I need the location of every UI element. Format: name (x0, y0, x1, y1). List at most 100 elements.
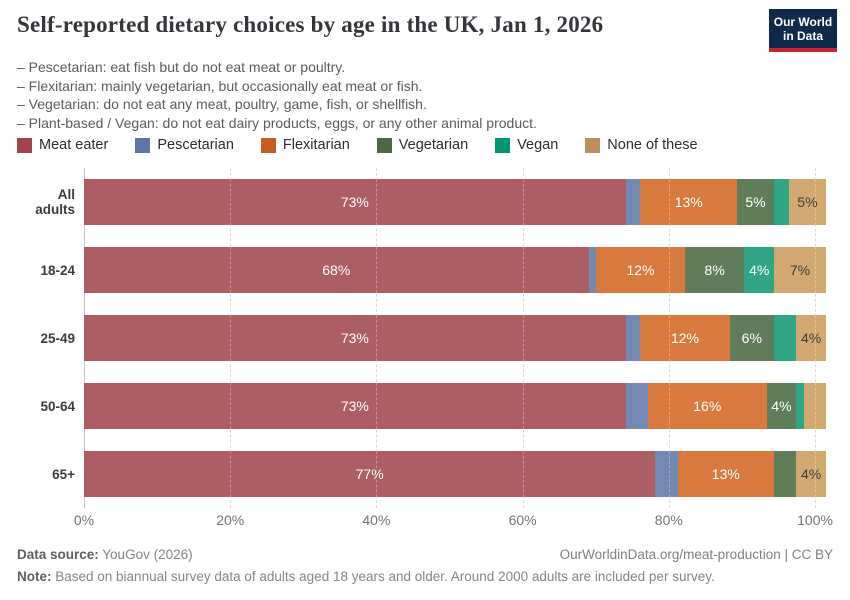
bar-segment[interactable]: 12% (640, 315, 730, 361)
bar-value-label: 77% (355, 466, 384, 482)
legend-label: Flexitarian (282, 137, 350, 153)
bar-value-label: 7% (789, 262, 811, 278)
attribution-link[interactable]: OurWorldinData.org/meat-production | CC … (559, 547, 833, 562)
subtitle-line: – Flexitarian: mainly vegetarian, but oc… (17, 77, 423, 94)
x-tick-label: 0% (73, 512, 95, 528)
subtitle-line: – Plant-based / Vegan: do not eat dairy … (17, 114, 537, 131)
bar-segment[interactable]: 73% (84, 179, 626, 225)
y-axis-labels: All adults 18-24 25-49 50-64 65+ (17, 168, 75, 512)
bar-segment[interactable] (774, 179, 789, 225)
bar-segment[interactable]: 8% (684, 247, 745, 293)
bar-segment[interactable]: 4% (796, 451, 826, 497)
bar-segment[interactable]: 7% (774, 247, 826, 293)
bar-segment[interactable] (655, 451, 678, 497)
bar-value-label: 73% (340, 330, 369, 346)
stacked-bar: 77% 13% 4% (84, 451, 826, 497)
x-tick-label: 60% (508, 512, 537, 528)
bar-segment[interactable]: 5% (788, 179, 826, 225)
data-source-value: YouGov (2026) (98, 547, 193, 562)
bar-row: 73% 12% 6% 4% (84, 304, 826, 372)
bar-segment[interactable]: 13% (640, 179, 737, 225)
bar-value-label: 4% (749, 262, 770, 278)
bar-segment[interactable]: 16% (647, 383, 767, 429)
bar-value-label: 73% (340, 398, 369, 414)
legend-item[interactable]: Vegetarian (376, 137, 469, 153)
legend: Meat eater Pescetarian Flexitarian Vegetari… (17, 137, 698, 153)
note-label: Note: (17, 569, 52, 584)
bar-value-label: 6% (741, 330, 762, 346)
bar-row: 68% 12% 8% 4% 7% (84, 236, 826, 304)
bar-segment[interactable]: 68% (84, 247, 589, 293)
legend-swatch-icon (376, 137, 392, 153)
plot: All adults 18-24 25-49 50-64 65+ 73% 13% 5% 5% 6… (17, 168, 833, 512)
bar-value-label: 13% (674, 194, 703, 210)
legend-item[interactable]: Meat eater (17, 137, 108, 153)
bar-segment[interactable]: 73% (84, 315, 626, 361)
bar-segment[interactable]: 5% (736, 179, 775, 225)
stacked-bar: 73% 12% 6% 4% (84, 315, 826, 361)
legend-label: Pescetarian (157, 137, 234, 153)
data-source-label: Data source: (17, 547, 99, 562)
legend-label: Vegan (517, 137, 559, 153)
category-label: 18-24 (40, 262, 75, 278)
bar-value-label: 8% (704, 262, 725, 278)
stacked-bar: 73% 16% 4% (84, 383, 826, 429)
legend-swatch-icon (17, 137, 32, 153)
bar-segment[interactable] (774, 315, 797, 361)
stacked-bar: 68% 12% 8% 4% 7% (84, 247, 826, 293)
bar-value-label: 4% (801, 330, 822, 346)
legend-label: Vegetarian (398, 137, 469, 153)
bar-segment[interactable]: 4% (744, 247, 775, 293)
bar-value-label: 12% (670, 330, 700, 346)
bar-value-label: 5% (797, 194, 818, 210)
bar-segment[interactable] (588, 247, 596, 293)
note-value: Based on biannual survey data of adults … (51, 569, 715, 584)
legend-item[interactable]: Flexitarian (260, 137, 350, 153)
bar-segment[interactable]: 77% (84, 451, 656, 497)
bar-segment[interactable] (803, 383, 826, 429)
bar-row: 73% 16% 4% (84, 372, 826, 440)
chart-title: Self-reported dietary choices by age in … (17, 12, 604, 37)
legend-swatch-icon (135, 137, 151, 153)
bar-segment[interactable] (625, 315, 641, 361)
footer: Data source: YouGov (2026) OurWorldinDat… (17, 547, 833, 584)
data-source: Data source: YouGov (2026) (17, 547, 193, 562)
bar-value-label: 73% (340, 194, 369, 210)
bar-segment[interactable] (774, 451, 797, 497)
chart-subtitle: – Pescetarian: eat fish but do not eat m… (17, 58, 537, 132)
owid-logo[interactable]: Our World in Data (769, 9, 837, 52)
bar-segment[interactable] (625, 179, 641, 225)
category-label: 50-64 (40, 398, 75, 414)
x-tick-label: 100% (797, 512, 833, 528)
category-label: All adults (35, 187, 75, 217)
legend-swatch-icon (495, 137, 511, 153)
subtitle-line: – Pescetarian: eat fish but do not eat m… (17, 59, 346, 75)
bar-segment[interactable]: 13% (677, 451, 775, 497)
bars-area: 73% 13% 5% 5% 68% 12% 8% 4% 7% 73% 12% 6% 4% 73% 16% 4%… (84, 168, 826, 508)
bar-value-label: 16% (693, 398, 722, 414)
bar-segment[interactable]: 4% (796, 315, 826, 361)
bar-segment[interactable]: 73% (84, 383, 626, 429)
bar-segment[interactable]: 12% (595, 247, 685, 293)
legend-item[interactable]: Vegan (495, 137, 558, 153)
bar-segment[interactable] (796, 383, 804, 429)
note: Note: Based on biannual survey data of a… (17, 569, 833, 584)
legend-item[interactable]: None of these (585, 137, 698, 153)
bar-segment[interactable] (625, 383, 648, 429)
bar-value-label: 68% (322, 262, 351, 278)
x-axis: 0% 20% 40% 60% 80% 100% (74, 512, 833, 530)
bar-row: 73% 13% 5% 5% (84, 168, 826, 236)
x-tick-label: 20% (216, 512, 245, 528)
bar-value-label: 13% (711, 466, 740, 482)
x-tick-label: 40% (362, 512, 391, 528)
legend-item[interactable]: Pescetarian (135, 137, 234, 153)
bar-segment[interactable]: 6% (729, 315, 775, 361)
legend-swatch-icon (260, 137, 276, 153)
bar-value-label: 4% (801, 466, 822, 482)
owid-logo-line2: in Data (782, 29, 823, 43)
legend-label: Meat eater (39, 137, 109, 153)
bar-value-label: 12% (626, 262, 655, 278)
bar-segment[interactable]: 4% (766, 383, 797, 429)
owid-logo-line1: Our World (773, 15, 833, 29)
legend-label: None of these (607, 137, 698, 153)
